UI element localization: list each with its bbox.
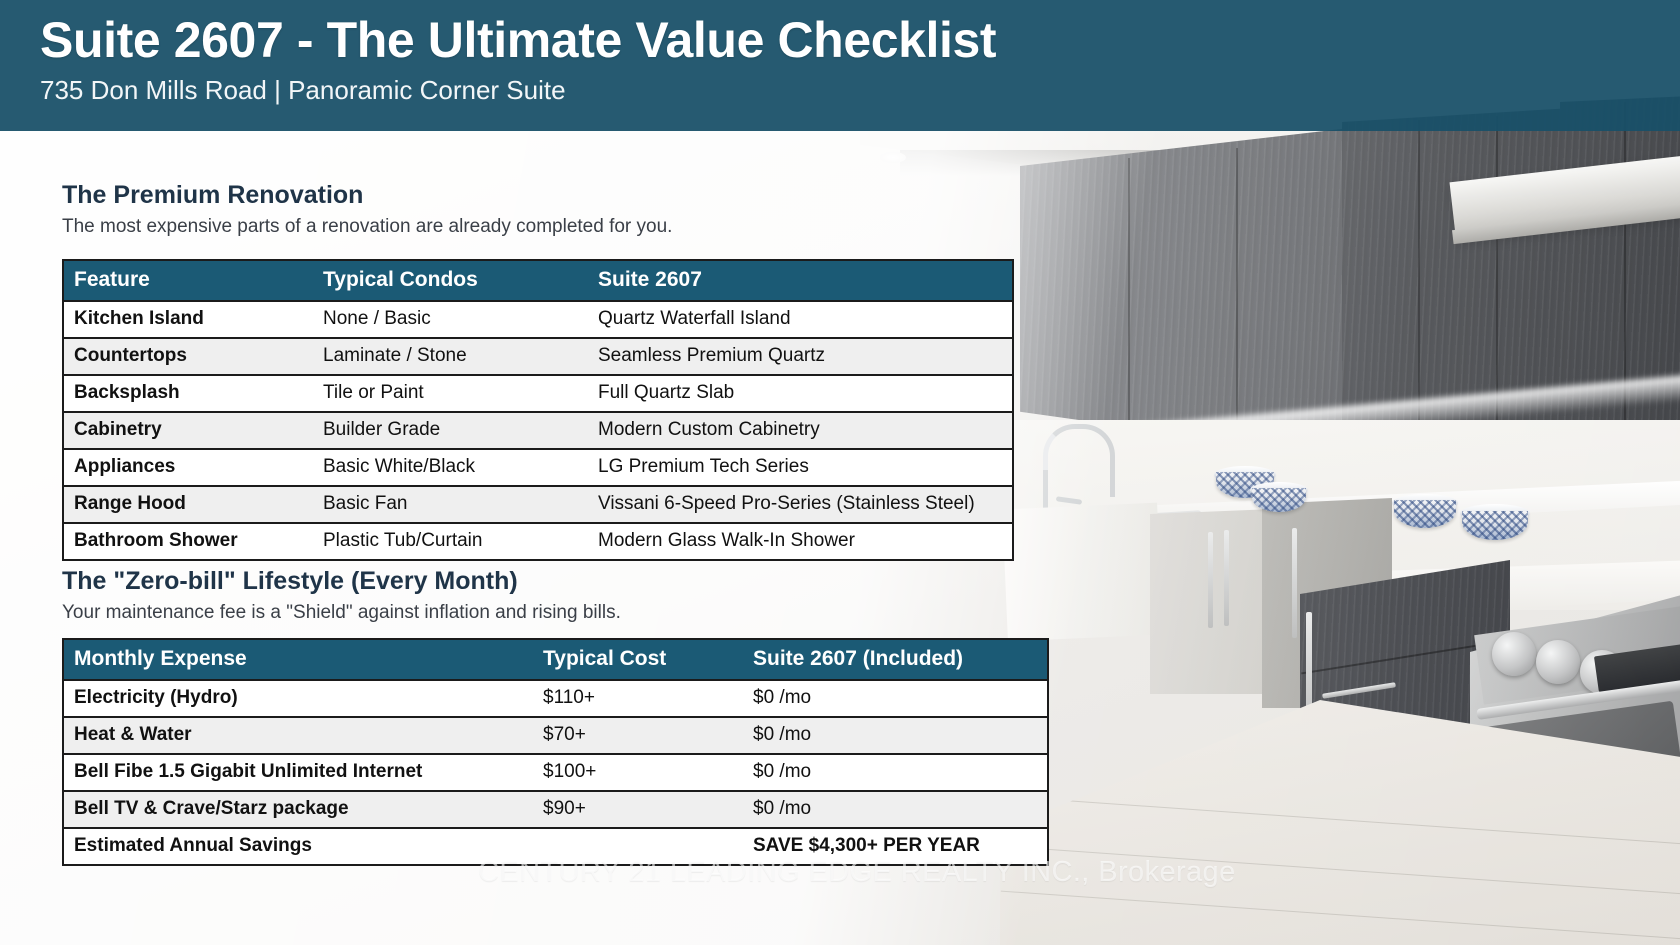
cell-feature: Kitchen Island [63, 300, 313, 338]
cell-typical-cost: $90+ [533, 790, 743, 828]
cell-expense: Bell Fibe 1.5 Gigabit Unlimited Internet [63, 753, 533, 791]
table-row: Appliances Basic White/Black LG Premium … [63, 448, 1013, 486]
section1-subtitle: The most expensive parts of a renovation… [62, 215, 673, 237]
table-row: Bell Fibe 1.5 Gigabit Unlimited Internet… [63, 753, 1048, 791]
cell-expense: Heat & Water [63, 716, 533, 754]
zero-bill-table: Monthly Expense Typical Cost Suite 2607 … [62, 638, 1049, 866]
table-row: Range Hood Basic Fan Vissani 6-Speed Pro… [63, 485, 1013, 523]
page-title: Suite 2607 - The Ultimate Value Checklis… [40, 12, 997, 68]
cell-suite: Modern Custom Cabinetry [588, 411, 1013, 449]
column-header-monthly-expense: Monthly Expense [63, 639, 533, 680]
cell-included-cost: $0 /mo [743, 753, 1048, 791]
column-header-feature: Feature [63, 260, 313, 301]
column-header-suite-included: Suite 2607 (Included) [743, 639, 1048, 680]
column-header-typical-cost: Typical Cost [533, 639, 743, 680]
cell-expense: Bell TV & Crave/Starz package [63, 790, 533, 828]
cell-suite: Seamless Premium Quartz [588, 337, 1013, 375]
table-row: Estimated Annual Savings SAVE $4,300+ PE… [63, 827, 1048, 865]
section2-subtitle: Your maintenance fee is a "Shield" again… [62, 601, 621, 623]
table-row: Electricity (Hydro) $110+ $0 /mo [63, 679, 1048, 717]
table-row: Kitchen Island None / Basic Quartz Water… [63, 300, 1013, 338]
table-row: Backsplash Tile or Paint Full Quartz Sla… [63, 374, 1013, 412]
section2-title: The "Zero-bill" Lifestyle (Every Month) [62, 567, 518, 595]
cell-typical: Laminate / Stone [313, 337, 588, 375]
table-row: Cabinetry Builder Grade Modern Custom Ca… [63, 411, 1013, 449]
cell-typical: Basic Fan [313, 485, 588, 523]
header-text-group: Suite 2607 - The Ultimate Value Checklis… [40, 12, 997, 106]
cell-feature: Range Hood [63, 485, 313, 523]
cell-expense: Estimated Annual Savings [63, 827, 533, 865]
cell-expense: Electricity (Hydro) [63, 679, 533, 717]
cell-typical-cost: $110+ [533, 679, 743, 717]
page-subtitle: 735 Don Mills Road | Panoramic Corner Su… [40, 74, 566, 105]
table-row: Bell TV & Crave/Starz package $90+ $0 /m… [63, 790, 1048, 828]
section-premium-renovation-heading: The Premium Renovation The most expensiv… [62, 181, 673, 238]
cell-typical-cost: $100+ [533, 753, 743, 791]
cell-included-cost: $0 /mo [743, 790, 1048, 828]
column-header-suite-2607: Suite 2607 [588, 260, 1013, 301]
cell-suite: Vissani 6-Speed Pro-Series (Stainless St… [588, 485, 1013, 523]
table-header-row: Feature Typical Condos Suite 2607 [63, 260, 1013, 301]
cell-typical-cost [533, 827, 743, 865]
table-row: Heat & Water $70+ $0 /mo [63, 716, 1048, 754]
table-row: Bathroom Shower Plastic Tub/Curtain Mode… [63, 522, 1013, 560]
brokerage-watermark: CENTURY 21 LEADING EDGE REALTY INC., Bro… [478, 856, 1236, 888]
cell-feature: Cabinetry [63, 411, 313, 449]
cell-typical: Tile or Paint [313, 374, 588, 412]
cell-included-cost: $0 /mo [743, 679, 1048, 717]
cell-feature: Appliances [63, 448, 313, 486]
cell-included-cost: $0 /mo [743, 716, 1048, 754]
cell-feature: Backsplash [63, 374, 313, 412]
cell-suite: LG Premium Tech Series [588, 448, 1013, 486]
cell-typical: None / Basic [313, 300, 588, 338]
cell-typical-cost: $70+ [533, 716, 743, 754]
cell-typical: Basic White/Black [313, 448, 588, 486]
cell-feature: Countertops [63, 337, 313, 375]
cell-suite: Quartz Waterfall Island [588, 300, 1013, 338]
premium-renovation-table: Feature Typical Condos Suite 2607 Kitche… [62, 259, 1014, 561]
cell-suite: Modern Glass Walk-In Shower [588, 522, 1013, 560]
column-header-typical-condos: Typical Condos [313, 260, 588, 301]
cell-typical: Plastic Tub/Curtain [313, 522, 588, 560]
table-row: Countertops Laminate / Stone Seamless Pr… [63, 337, 1013, 375]
section1-title: The Premium Renovation [62, 181, 364, 209]
cell-typical: Builder Grade [313, 411, 588, 449]
section-zero-bill-heading: The "Zero-bill" Lifestyle (Every Month) … [62, 567, 621, 624]
cell-annual-savings-callout: SAVE $4,300+ PER YEAR [743, 827, 1048, 865]
header-banner: Suite 2607 - The Ultimate Value Checklis… [0, 0, 1680, 131]
table-header-row: Monthly Expense Typical Cost Suite 2607 … [63, 639, 1048, 680]
cell-feature: Bathroom Shower [63, 522, 313, 560]
cell-suite: Full Quartz Slab [588, 374, 1013, 412]
